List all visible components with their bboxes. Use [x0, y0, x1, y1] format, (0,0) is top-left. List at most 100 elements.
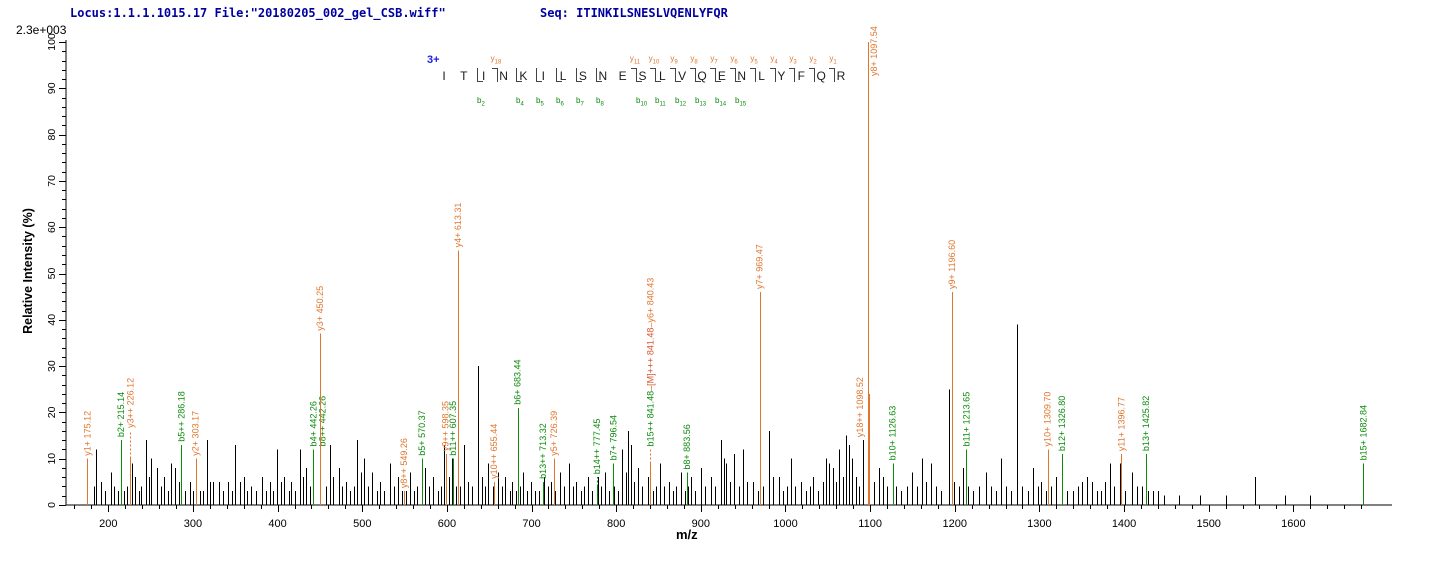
x-tick-label: 1600 — [1281, 518, 1305, 530]
cleavage-divider — [655, 68, 656, 82]
peak-label-segment: –[M]+++ 841.48 — [645, 328, 655, 391]
peak-label: b5++ 286.18 — [176, 391, 186, 442]
cleavage-divider — [596, 68, 597, 82]
ladder-residue: L — [559, 69, 567, 83]
y-cleavage-serif — [492, 68, 497, 69]
cleavage-divider — [675, 68, 676, 82]
x-tick-label: 1300 — [1027, 518, 1051, 530]
y-ion-ladder-label: y9 — [670, 54, 678, 66]
y-ion-ladder-label: y1 — [829, 54, 837, 66]
x-tick-label: 1000 — [773, 518, 797, 530]
peak-label: b5+ 570.37 — [417, 410, 427, 455]
y-ion-ladder-label: y3 — [789, 54, 797, 66]
ladder-residue: I — [442, 69, 446, 83]
peak-label-segment: –y6+ 840.43 — [645, 278, 655, 328]
b-cleavage-serif — [656, 81, 661, 82]
b-ion-ladder-label: b6 — [556, 96, 564, 108]
b-cleavage-serif — [676, 81, 681, 82]
ladder-residue: V — [678, 69, 687, 83]
peak-label: b11++ 607.35 — [448, 401, 458, 456]
peak-label: y7+ 969.47 — [755, 244, 765, 289]
y-cleavage-serif — [770, 68, 775, 69]
ladder-residue: N — [598, 69, 608, 83]
peak-label: y10++ 655.44 — [489, 424, 499, 479]
ladder-residue: I — [482, 69, 486, 83]
cleavage-divider — [516, 68, 517, 82]
peak-label: b15++ 841.48–[M]+++ 841.48–y6+ 840.43 — [645, 278, 655, 447]
y-tick-label: 60 — [46, 221, 58, 233]
peak-label: y3+ 450.25 — [315, 286, 325, 331]
ladder-residue: T — [460, 69, 468, 83]
y-tick-label: 20 — [46, 406, 58, 418]
peak-label: y18++ 1098.52 — [855, 377, 865, 437]
cleavage-divider — [477, 68, 478, 82]
peak-label: b6+ 683.44 — [513, 359, 523, 404]
y-tick-label: 100 — [46, 33, 58, 51]
x-axis-title: m/z — [676, 527, 698, 542]
ladder-residue: S — [638, 69, 647, 83]
x-tick-label: 300 — [184, 518, 202, 530]
y-ion-ladder-label: y10 — [648, 54, 660, 66]
y-ion-ladder-label: y5 — [750, 54, 758, 66]
x-tick-label: 1500 — [1196, 518, 1220, 530]
peak-label: y9++ 598.35 — [441, 401, 451, 451]
y-cleavage-serif — [631, 68, 636, 69]
peak-label: b7+ 796.54 — [608, 415, 618, 460]
y-cleavage-serif — [710, 68, 715, 69]
b-cleavage-serif — [716, 81, 721, 82]
x-tick-label: 1400 — [1112, 518, 1136, 530]
ladder-residue: L — [659, 69, 666, 83]
b-ion-ladder-label: b11 — [655, 96, 666, 108]
cleavage-divider — [636, 68, 637, 82]
cleavage-divider — [755, 68, 756, 82]
x-tick-label: 700 — [522, 518, 540, 530]
y-tick-label: 30 — [46, 360, 58, 372]
y-ion-ladder-label: y6 — [730, 54, 738, 66]
cleavage-divider — [834, 68, 835, 82]
peak-label: y9+ 1196.60 — [947, 240, 957, 289]
y-ion-ladder-label: y11 — [629, 54, 641, 66]
b-ion-ladder-label: b5 — [536, 96, 544, 108]
peak-label: y3++ 226.12 — [125, 378, 135, 428]
b-ion-ladder-label: b7 — [576, 96, 584, 108]
x-tick-label: 400 — [268, 518, 286, 530]
y-ion-ladder-label: y2 — [809, 54, 817, 66]
ladder-residue: Y — [777, 69, 786, 83]
b-cleavage-serif — [637, 81, 642, 82]
peak-label: y8+ 1097.54 — [869, 26, 879, 76]
y-tick-label: 80 — [46, 129, 58, 141]
peak-label: y2+ 303.17 — [191, 411, 201, 456]
b-ion-ladder-label: b2 — [477, 96, 485, 108]
y-tick-label: 90 — [46, 82, 58, 94]
x-tick-label: 1100 — [858, 518, 882, 530]
ladder-residue: F — [797, 69, 805, 83]
cleavage-divider — [536, 68, 537, 82]
ladder-residue: Q — [816, 69, 826, 83]
cleavage-divider — [735, 68, 736, 82]
ladder-residue: Q — [697, 69, 707, 83]
y-ion-ladder-label: y4 — [770, 54, 778, 66]
peak-label: b13++ 713.32 — [538, 423, 548, 479]
x-tick-label: 1200 — [943, 518, 967, 530]
y-tick-label: 70 — [46, 175, 58, 187]
b-ion-ladder-label: b12 — [675, 96, 687, 108]
ladder-residue: S — [578, 69, 587, 83]
peak-label: b11+ 1213.65 — [961, 392, 971, 447]
ladder-residue: R — [836, 69, 846, 83]
cleavage-divider — [715, 68, 716, 82]
peak-label-segment: b15++ 841.48 — [645, 391, 655, 447]
x-tick-label: 500 — [353, 518, 371, 530]
b-ion-ladder-label: b15 — [735, 96, 747, 108]
ladder-residue: K — [519, 69, 528, 83]
peak-label: y11+ 1396.77 — [1116, 397, 1126, 451]
ladder-residue: E — [717, 69, 726, 83]
y-cleavage-serif — [650, 68, 655, 69]
cleavage-divider — [576, 68, 577, 82]
y-cleavage-serif — [690, 68, 695, 69]
y-tick-label: 10 — [46, 453, 58, 465]
peak-label: y8++ 549.26 — [399, 438, 409, 488]
b-cleavage-serif — [577, 81, 582, 82]
